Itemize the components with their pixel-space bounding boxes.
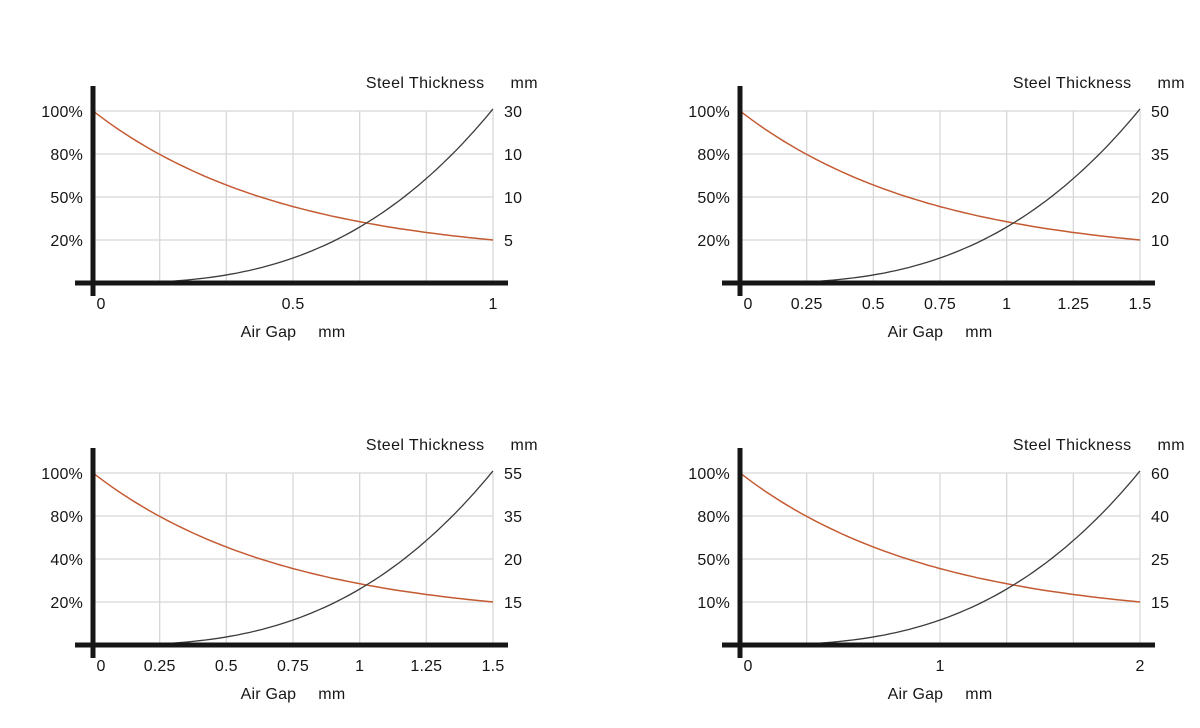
chart-top-left: 100% 80% 50% 20% 30 10 10 5 0 0.5 1 Steel Thickness… xyxy=(10,60,590,360)
x-axis-tick-label: 1.25 xyxy=(1057,296,1089,313)
x-axis-tick-label: 2 xyxy=(1135,658,1144,675)
left-axis-tick-label: 100% xyxy=(688,104,730,121)
chart-top-right-plot: 100% 80% 50% 20% 50 35 20 10 0 0.25 0.5 0.75 1 1.25 1.… xyxy=(688,75,1185,341)
right-axis-tick-label: 15 xyxy=(504,595,522,612)
x-axis-tick-label: 0.75 xyxy=(924,296,956,313)
right-axis-tick-label: 10 xyxy=(1151,233,1169,250)
left-axis-tick-label: 50% xyxy=(50,190,83,207)
left-axis-tick-label: 20% xyxy=(50,595,83,612)
right-axis-tick-label: 55 xyxy=(504,466,522,483)
x-axis-label: Air Gap mm xyxy=(888,324,993,341)
x-axis-tick-label: 0 xyxy=(96,658,105,675)
x-axis-tick-label: 0 xyxy=(743,296,752,313)
right-axis-tick-label: 10 xyxy=(504,190,522,207)
x-axis-tick-label: 1.5 xyxy=(1129,296,1152,313)
right-axis-title-text: Steel Thickness xyxy=(1013,437,1132,454)
x-axis-tick-label: 1 xyxy=(488,296,497,313)
x-axis-tick-label: 1 xyxy=(1002,296,1011,313)
chart-top-right: 100% 80% 50% 20% 50 35 20 10 0 0.25 0.5 0.75 1 1.25 1.… xyxy=(657,60,1200,360)
right-axis-title: Steel Thickness mm xyxy=(366,75,538,92)
right-axis-title-unit: mm xyxy=(1158,75,1185,92)
left-axis-tick-label: 10% xyxy=(697,595,730,612)
left-axis-tick-label: 80% xyxy=(697,147,730,164)
right-axis-tick-label: 30 xyxy=(504,104,522,121)
right-axis-title-text: Steel Thickness xyxy=(1013,75,1132,92)
x-axis-label-unit: mm xyxy=(318,324,345,341)
x-axis-label-unit: mm xyxy=(318,686,345,703)
x-axis-tick-label: 1.5 xyxy=(482,658,505,675)
left-axis-tick-label: 50% xyxy=(697,552,730,569)
x-axis-tick-label: 0.25 xyxy=(144,658,176,675)
x-axis-tick-label: 1.25 xyxy=(410,658,442,675)
right-axis-tick-label: 15 xyxy=(1151,595,1169,612)
right-axis-tick-label: 35 xyxy=(504,509,522,526)
right-axis-tick-label: 5 xyxy=(504,233,513,250)
right-axis-title: Steel Thickness mm xyxy=(1013,75,1185,92)
x-axis-tick-label: 0 xyxy=(96,296,105,313)
x-axis-label-text: Air Gap xyxy=(241,324,297,341)
left-axis-tick-label: 100% xyxy=(41,104,83,121)
right-axis-tick-label: 40 xyxy=(1151,509,1169,526)
right-axis-title-unit: mm xyxy=(511,75,538,92)
left-axis-tick-label: 100% xyxy=(688,466,730,483)
left-axis-tick-label: 100% xyxy=(41,466,83,483)
x-axis-tick-label: 0.5 xyxy=(282,296,305,313)
right-axis-title: Steel Thickness mm xyxy=(1013,437,1185,454)
chart-bottom-left: 100% 80% 40% 20% 55 35 20 15 0 0.25 0.5 0.75 1 1.25 1.… xyxy=(10,422,590,722)
x-axis-label-text: Air Gap xyxy=(888,686,944,703)
chart-bottom-left-plot: 100% 80% 40% 20% 55 35 20 15 0 0.25 0.5 0.75 1 1.25 1.… xyxy=(41,437,538,703)
coupling-percent-curve xyxy=(92,110,494,241)
left-axis-tick-label: 80% xyxy=(697,509,730,526)
x-axis-tick-label: 0.5 xyxy=(215,658,238,675)
left-axis-tick-label: 20% xyxy=(697,233,730,250)
right-axis-tick-label: 25 xyxy=(1151,552,1169,569)
coupling-percent-curve xyxy=(739,110,1141,241)
right-axis-tick-label: 10 xyxy=(504,147,522,164)
x-axis-tick-label: 1 xyxy=(355,658,364,675)
x-axis-tick-label: 0.5 xyxy=(862,296,885,313)
chart-top-left-plot: 100% 80% 50% 20% 30 10 10 5 0 0.5 1 Steel Thickness… xyxy=(41,75,538,341)
x-axis-tick-label: 0.25 xyxy=(791,296,823,313)
coupling-percent-curve xyxy=(739,472,1141,603)
right-axis-title-unit: mm xyxy=(511,437,538,454)
right-axis-tick-label: 20 xyxy=(504,552,522,569)
x-axis-label-text: Air Gap xyxy=(888,324,944,341)
right-axis-tick-label: 35 xyxy=(1151,147,1169,164)
right-axis-tick-label: 50 xyxy=(1151,104,1169,121)
right-axis-tick-label: 20 xyxy=(1151,190,1169,207)
x-axis-tick-label: 0 xyxy=(743,658,752,675)
x-axis-label: Air Gap mm xyxy=(241,686,346,703)
x-axis-label: Air Gap mm xyxy=(888,686,993,703)
x-axis-label-unit: mm xyxy=(965,686,992,703)
x-axis-label-unit: mm xyxy=(965,324,992,341)
chart-bottom-right: 100% 80% 50% 10% 60 40 25 15 0 1 2 Steel Thickness m… xyxy=(657,422,1200,722)
right-axis-title-unit: mm xyxy=(1158,437,1185,454)
coupling-percent-curve xyxy=(92,472,494,603)
left-axis-tick-label: 20% xyxy=(50,233,83,250)
x-axis-label: Air Gap mm xyxy=(241,324,346,341)
right-axis-tick-label: 60 xyxy=(1151,466,1169,483)
right-axis-title: Steel Thickness mm xyxy=(366,437,538,454)
x-axis-tick-label: 0.75 xyxy=(277,658,309,675)
x-axis-tick-label: 1 xyxy=(935,658,944,675)
left-axis-tick-label: 40% xyxy=(50,552,83,569)
left-axis-tick-label: 80% xyxy=(50,509,83,526)
x-axis-label-text: Air Gap xyxy=(241,686,297,703)
chart-bottom-right-plot: 100% 80% 50% 10% 60 40 25 15 0 1 2 Steel Thickness m… xyxy=(688,437,1185,703)
right-axis-title-text: Steel Thickness xyxy=(366,437,485,454)
right-axis-title-text: Steel Thickness xyxy=(366,75,485,92)
left-axis-tick-label: 50% xyxy=(697,190,730,207)
left-axis-tick-label: 80% xyxy=(50,147,83,164)
